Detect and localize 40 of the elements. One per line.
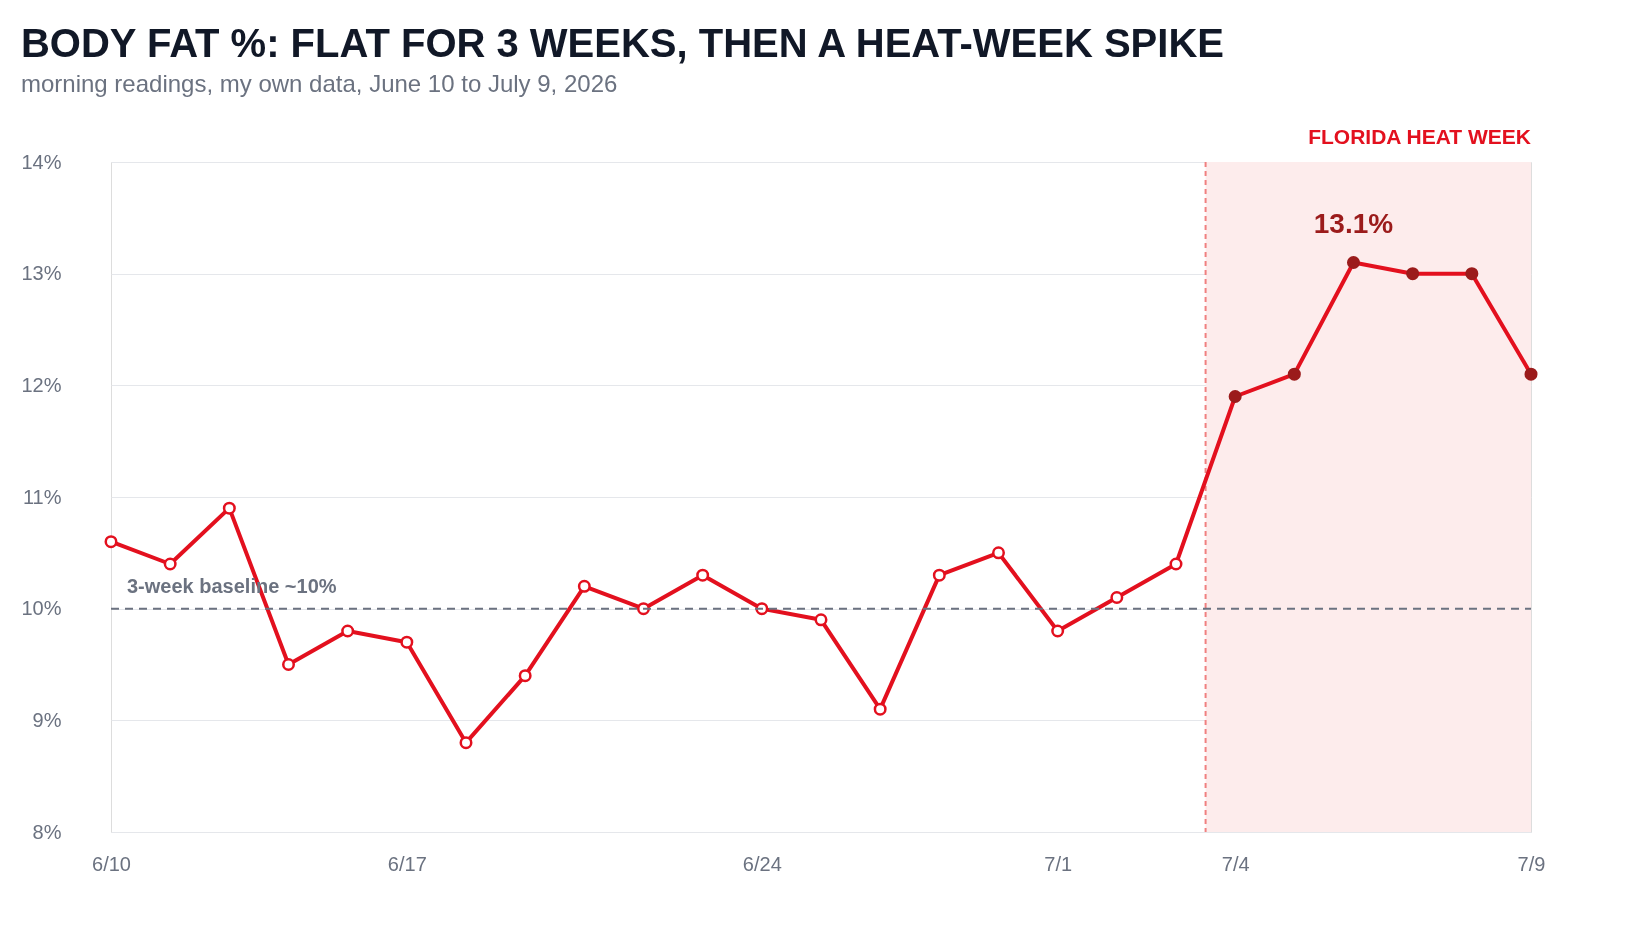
x-tick-label: 6/24 [742,852,782,875]
point [932,568,946,582]
point [1287,367,1301,381]
point [1228,389,1242,404]
x-tick-label: 7/1 [1044,852,1073,875]
point [222,501,236,515]
band-label: FLORIDA HEAT WEEK [1308,125,1531,148]
y-tick-label: 14% [21,150,62,173]
point [104,535,118,549]
y-tick-label: 9% [32,708,62,731]
point [577,579,591,593]
point [814,613,828,627]
x-tick-label: 7/9 [1517,852,1546,875]
x-tick-label: 6/10 [92,852,131,875]
y-tick-label: 13% [21,262,62,285]
point [400,635,414,649]
point [1524,367,1538,381]
point [341,624,355,638]
point [282,658,295,671]
y-tick-label: 8% [32,820,62,843]
point [1406,267,1420,281]
point [459,736,473,750]
y-tick-label: 12% [21,373,62,396]
point [1110,591,1124,604]
y-tick-label: 10% [21,597,62,620]
annotation: 13.1% [1313,207,1394,239]
point [163,557,177,571]
point [992,546,1005,560]
y-tick-label: 11% [22,485,62,508]
point [1169,557,1183,571]
chart-subtitle: morning readings, my own data, June 10 to July 9, 2026 [20,70,618,97]
point [696,568,710,582]
point [518,669,532,683]
point [1346,255,1361,270]
x-tick-label: 7/4 [1221,852,1250,875]
point [1465,267,1479,281]
point [1051,624,1065,638]
chart-title: BODY FAT %: FLAT FOR 3 WEEKS, THEN A HEAT-WEEK SPIKE [20,21,1224,65]
point [873,702,887,716]
x-tick-label: 6/17 [387,852,427,875]
